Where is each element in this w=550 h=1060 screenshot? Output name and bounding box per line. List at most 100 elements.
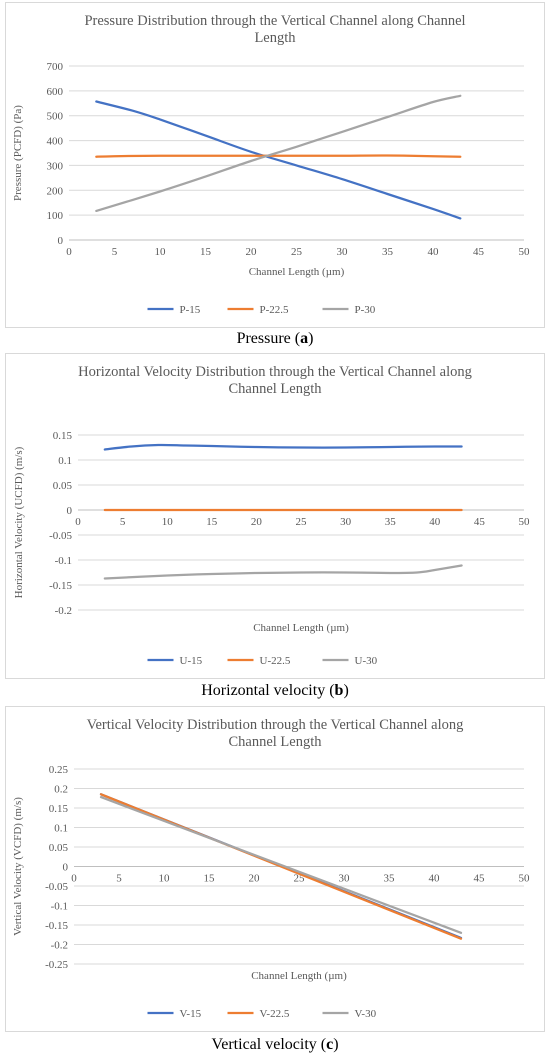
x-axis-title: Channel Length (µm) [253, 622, 349, 634]
y-tick-label: -0.05 [45, 881, 68, 893]
legend-label: P-30 [355, 304, 376, 316]
series-line-p-15 [95, 100, 462, 220]
x-tick-label: 35 [385, 516, 397, 528]
caption-c: Vertical velocity (c) [211, 1036, 339, 1053]
chart-title-line: Vertical Velocity Distribution through t… [87, 717, 464, 733]
chart-title-line: Horizontal Velocity Distribution through… [78, 364, 472, 380]
horizontal-velocity-chart: Horizontal Velocity Distribution through… [13, 364, 531, 667]
x-tick-label: 5 [116, 873, 122, 885]
x-tick-label: 50 [519, 873, 531, 885]
y-tick-label: 400 [47, 136, 64, 148]
y-tick-label: 200 [47, 185, 64, 197]
y-tick-label: 0 [67, 505, 73, 517]
legend-label: U-15 [180, 655, 203, 667]
y-axis-title: Horizontal Velocity (UCFD) (m/s) [13, 446, 25, 598]
x-tick-label: 25 [296, 516, 308, 528]
y-tick-label: 500 [47, 111, 64, 123]
x-tick-label: 45 [473, 246, 485, 258]
x-tick-label: 30 [340, 516, 352, 528]
y-tick-label: -0.15 [45, 920, 68, 932]
x-tick-label: 25 [294, 873, 306, 885]
y-tick-label: 0 [63, 862, 69, 874]
chart-title-line: Channel Length [228, 734, 322, 750]
series-line-v-22-5 [99, 793, 463, 940]
x-tick-label: 15 [204, 873, 216, 885]
y-tick-label: 0 [58, 235, 64, 247]
caption-a: Pressure (a) [236, 330, 314, 347]
series-line-p-30 [95, 94, 462, 213]
x-tick-label: 35 [382, 246, 394, 258]
x-tick-label: 5 [112, 246, 118, 258]
y-tick-label: 0.25 [49, 764, 69, 776]
caption-a-label: Pressure [236, 330, 291, 347]
caption-c-label: Vertical velocity [211, 1036, 317, 1053]
x-tick-label: 30 [339, 873, 351, 885]
chart-title-line: Pressure Distribution through the Vertic… [84, 13, 465, 29]
y-tick-label: 0.1 [58, 455, 72, 467]
x-axis-title: Channel Length (µm) [249, 266, 345, 278]
y-tick-label: -0.15 [49, 580, 72, 592]
y-tick-label: 0.1 [54, 823, 68, 835]
y-tick-label: 700 [47, 61, 64, 73]
legend-label: P-15 [180, 304, 201, 316]
y-tick-label: 0.15 [49, 803, 69, 815]
y-tick-label: -0.2 [55, 605, 72, 617]
x-tick-label: 20 [246, 246, 258, 258]
x-tick-label: 40 [429, 516, 441, 528]
x-tick-label: 35 [384, 873, 396, 885]
y-tick-label: 600 [47, 86, 64, 98]
caption-a-letter: a [300, 330, 309, 347]
x-tick-label: 5 [120, 516, 126, 528]
y-tick-label: -0.25 [45, 959, 68, 971]
x-tick-label: 20 [251, 516, 263, 528]
y-tick-label: 0.05 [53, 480, 73, 492]
chart-panel-horizontal-velocity: Horizontal Velocity Distribution through… [5, 353, 545, 679]
x-tick-label: 0 [75, 516, 81, 528]
y-tick-label: -0.1 [51, 901, 68, 913]
y-tick-label: 0.2 [54, 784, 68, 796]
legend-label: U-30 [355, 655, 378, 667]
series-line-v-30 [99, 795, 463, 934]
x-tick-label: 50 [519, 246, 531, 258]
x-tick-label: 10 [159, 873, 171, 885]
caption-b: Horizontal velocity (b) [201, 682, 349, 699]
x-tick-label: 30 [337, 246, 349, 258]
y-tick-label: 0.05 [49, 842, 69, 854]
vertical-velocity-chart: Vertical Velocity Distribution through t… [12, 717, 531, 1020]
legend-label: P-22.5 [260, 304, 290, 316]
x-tick-label: 45 [474, 516, 486, 528]
series-line-u-30 [103, 564, 463, 580]
chart-panel-pressure: Pressure Distribution through the Vertic… [5, 2, 545, 328]
x-tick-label: 15 [206, 516, 218, 528]
x-tick-label: 40 [428, 246, 440, 258]
series-line-p-22-5 [95, 154, 462, 158]
legend-label: V-30 [355, 1008, 377, 1020]
x-tick-label: 45 [474, 873, 486, 885]
x-tick-label: 0 [66, 246, 72, 258]
x-tick-label: 20 [249, 873, 261, 885]
y-axis-title: Pressure (PCFD) (Pa) [12, 105, 24, 201]
legend-label: V-15 [180, 1008, 202, 1020]
chart-title-line: Length [254, 30, 296, 46]
y-tick-label: -0.05 [49, 530, 72, 542]
legend-label: V-22.5 [260, 1008, 290, 1020]
x-tick-label: 50 [519, 516, 531, 528]
x-tick-label: 0 [71, 873, 77, 885]
chart-panel-vertical-velocity: Vertical Velocity Distribution through t… [5, 706, 545, 1032]
chart-title-line: Channel Length [228, 381, 322, 397]
caption-b-label: Horizontal velocity [201, 682, 326, 699]
pressure-chart: Pressure Distribution through the Vertic… [12, 13, 531, 316]
y-tick-label: 300 [47, 160, 64, 172]
x-tick-label: 15 [200, 246, 212, 258]
x-tick-label: 25 [291, 246, 303, 258]
x-tick-label: 10 [155, 246, 167, 258]
x-axis-title: Channel Length (µm) [251, 970, 347, 982]
x-tick-label: 40 [429, 873, 441, 885]
y-tick-label: -0.2 [51, 940, 68, 952]
y-axis-title: Vertical Velocity (VCFD) (m/s) [12, 797, 24, 936]
legend-label: U-22.5 [260, 655, 291, 667]
y-tick-label: 100 [47, 210, 64, 222]
series-line-u-15 [103, 443, 463, 451]
caption-c-letter: c [326, 1036, 334, 1053]
y-tick-label: 0.15 [53, 430, 73, 442]
